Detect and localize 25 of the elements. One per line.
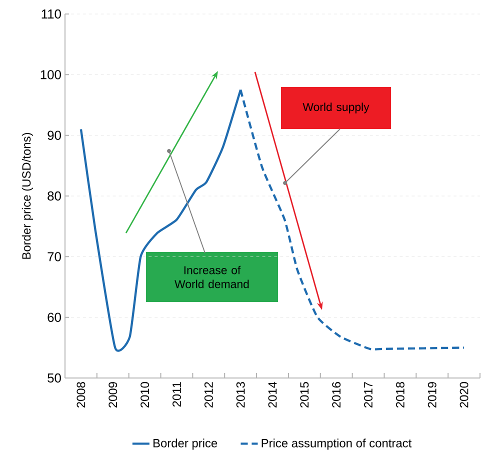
x-tick-label: 2012 (204, 382, 213, 408)
x-tick-label: 2010 (140, 382, 150, 408)
annotation: Increase of World demand (174, 266, 249, 288)
x-tick-label: 2008 (76, 382, 86, 408)
y-tick-label: 90 (48, 130, 61, 140)
x-tick-label: 2015 (300, 382, 309, 408)
x-tick-label: 2017 (364, 382, 372, 408)
y-axis-title: Border price (USD/tons) (22, 133, 34, 259)
y-tick-label: 110 (42, 10, 61, 19)
x-tick-label: 2011 (172, 382, 181, 407)
legend-label: Price assumption of contract (262, 438, 412, 450)
x-tick-label: 2009 (108, 382, 118, 408)
x-tick-label: 2016 (332, 382, 341, 408)
x-tick-label: 2019 (428, 382, 436, 408)
legend-label: Border price (154, 438, 218, 450)
x-tick-label: 2014 (268, 382, 277, 408)
y-tick-label: 80 (48, 192, 61, 201)
y-tick-label: 50 (48, 374, 61, 383)
x-tick-label: 2013 (236, 382, 245, 408)
x-tick-label: 2018 (396, 382, 404, 408)
annotation: World supply (302, 102, 370, 114)
x-tick-label: 2020 (460, 382, 468, 408)
y-tick-label: 70 (48, 252, 61, 262)
y-tick-label: 60 (48, 312, 61, 322)
y-tick-label: 100 (40, 70, 61, 80)
